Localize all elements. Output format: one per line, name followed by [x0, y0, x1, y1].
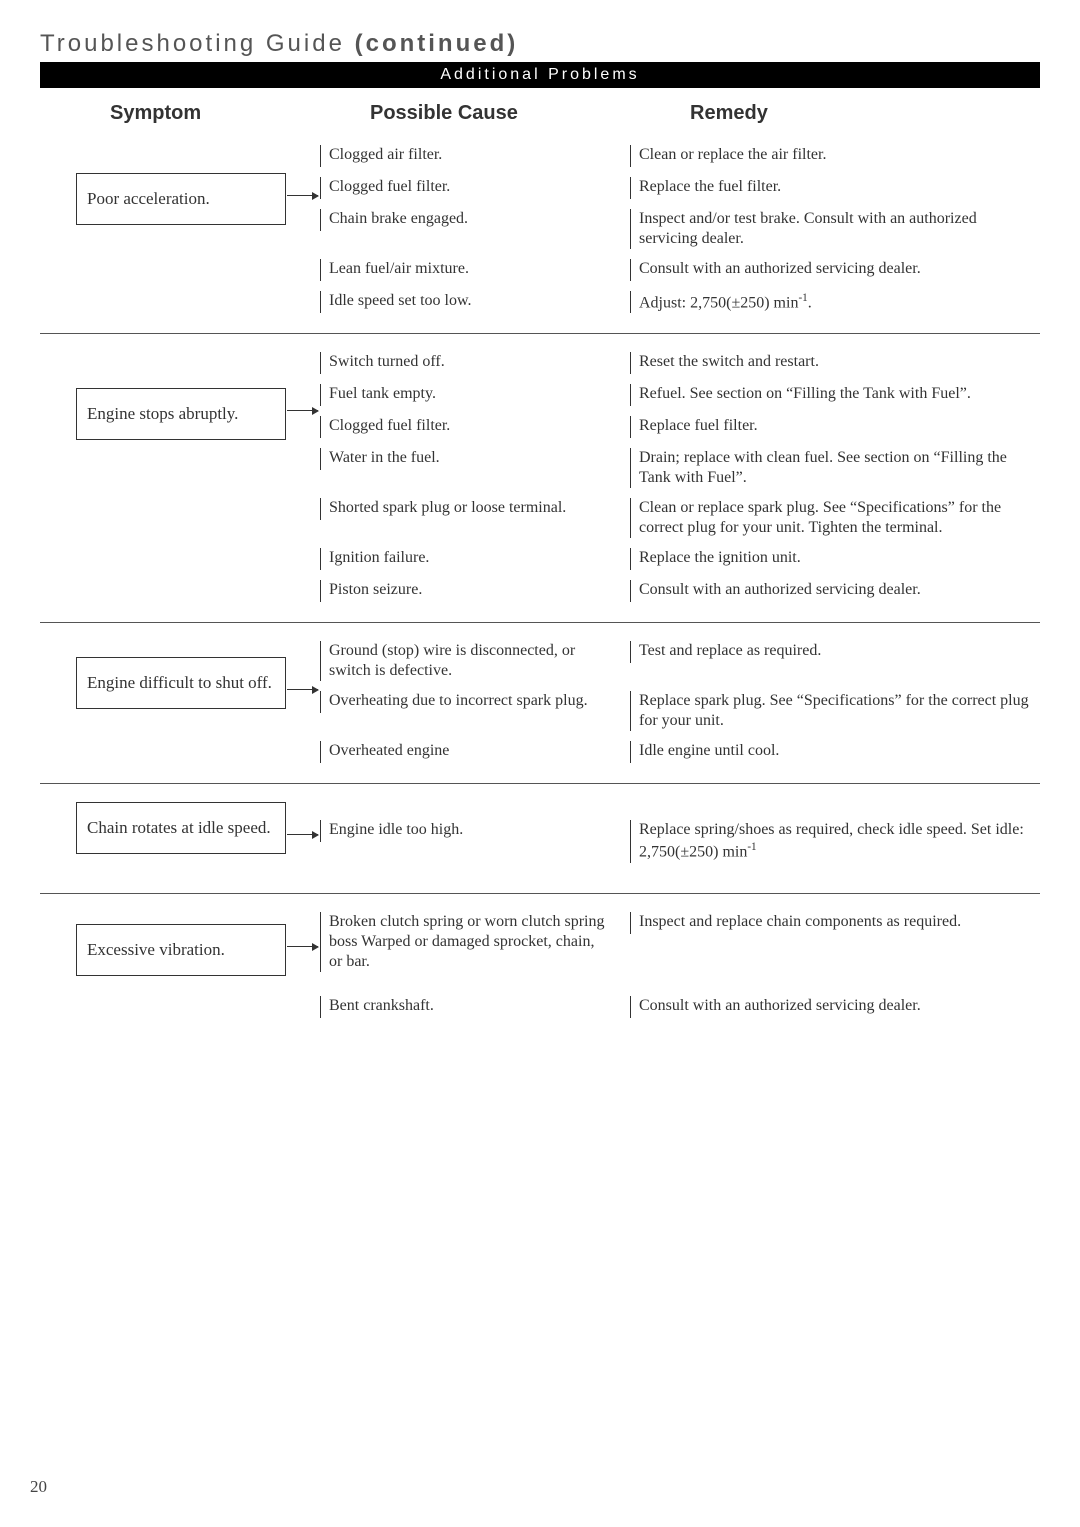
header-remedy: Remedy: [640, 102, 1040, 125]
rows-container: Broken clutch spring or worn clutch spri…: [320, 912, 1040, 1018]
possible-cause: Switch turned off.: [320, 352, 630, 374]
remedy: Inspect and/or test brake. Consult with …: [630, 209, 1040, 249]
cause-remedy-row: Piston seizure.Consult with an authorize…: [320, 580, 1040, 602]
symptom-box: Engine difficult to shut off.: [76, 657, 286, 709]
cause-remedy-row: Ignition failure.Replace the ignition un…: [320, 548, 1040, 570]
possible-cause: Clogged fuel filter.: [320, 177, 630, 199]
arrow-icon: [287, 195, 318, 196]
possible-cause: Engine idle too high.: [320, 820, 630, 842]
cause-remedy-row: Clogged fuel filter.Replace the fuel fil…: [320, 177, 1040, 199]
column-headers: Symptom Possible Cause Remedy: [40, 102, 1040, 125]
arrow-icon: [287, 689, 318, 690]
cause-remedy-row: Chain brake engaged.Inspect and/or test …: [320, 209, 1040, 249]
cause-remedy-row: Switch turned off.Reset the switch and r…: [320, 352, 1040, 374]
remedy: Replace spring/shoes as required, check …: [630, 820, 1040, 862]
header-cause: Possible Cause: [320, 102, 640, 125]
symptom-box: Excessive vibration.: [76, 924, 286, 976]
remedy: Consult with an authorized servicing dea…: [630, 996, 1040, 1018]
arrow-icon: [287, 410, 318, 411]
possible-cause: Idle speed set too low.: [320, 291, 630, 313]
remedy: Idle engine until cool.: [630, 741, 1040, 763]
cause-remedy-row: Fuel tank empty.Refuel. See section on “…: [320, 384, 1040, 406]
possible-cause: Clogged fuel filter.: [320, 416, 630, 438]
possible-cause: Lean fuel/air mixture.: [320, 259, 630, 281]
troubleshooting-section: Engine difficult to shut off. Ground (sto…: [40, 641, 1040, 784]
remedy: Replace the fuel filter.: [630, 177, 1040, 199]
page-container: Troubleshooting Guide (continued) Additi…: [0, 0, 1080, 1038]
symptom-box: Poor acceleration.: [76, 173, 286, 225]
troubleshooting-section: Excessive vibration. Broken clutch spring…: [40, 912, 1040, 1038]
arrow-icon: [287, 834, 318, 835]
remedy: Refuel. See section on “Filling the Tank…: [630, 384, 1040, 406]
rows-container: Ground (stop) wire is disconnected, or s…: [320, 641, 1040, 763]
remedy: Replace the ignition unit.: [630, 548, 1040, 570]
cause-remedy-row: Overheated engineIdle engine until cool.: [320, 741, 1040, 763]
sections-container: Poor acceleration.Clogged air filter.Cle…: [40, 145, 1040, 1038]
possible-cause: Bent crankshaft.: [320, 996, 630, 1018]
troubleshooting-section: Poor acceleration. Clogged air filter.Cle…: [40, 145, 1040, 334]
cause-remedy-row: Lean fuel/air mixture.Consult with an au…: [320, 259, 1040, 281]
cause-remedy-row: Idle speed set too low.Adjust: 2,750(±25…: [320, 291, 1040, 313]
section-header-bar: Additional Problems: [40, 62, 1040, 88]
possible-cause: Clogged air filter.: [320, 145, 630, 167]
cause-remedy-row: Water in the fuel.Drain; replace with cl…: [320, 448, 1040, 488]
cause-remedy-row: Ground (stop) wire is disconnected, or s…: [320, 641, 1040, 681]
troubleshooting-section: Engine stops abruptly. Switch turned off.…: [40, 352, 1040, 623]
cause-remedy-row: Overheating due to incorrect spark plug.…: [320, 691, 1040, 731]
header-symptom: Symptom: [40, 102, 320, 125]
remedy: Drain; replace with clean fuel. See sect…: [630, 448, 1040, 488]
cause-remedy-row: Shorted spark plug or loose terminal.Cle…: [320, 498, 1040, 538]
cause-remedy-row: Bent crankshaft.Consult with an authoriz…: [320, 982, 1040, 1018]
rows-container: Engine idle too high.Replace spring/shoe…: [320, 802, 1040, 862]
title-prefix: Troubleshooting Guide: [40, 30, 355, 57]
remedy: Consult with an authorized servicing dea…: [630, 580, 1040, 602]
possible-cause: Ground (stop) wire is disconnected, or s…: [320, 641, 630, 681]
possible-cause: Piston seizure.: [320, 580, 630, 602]
symptom-box: Engine stops abruptly.: [76, 388, 286, 440]
remedy: Consult with an authorized servicing dea…: [630, 259, 1040, 281]
cause-remedy-row: Clogged air filter.Clean or replace the …: [320, 145, 1040, 167]
remedy: Inspect and replace chain components as …: [630, 912, 1040, 934]
cause-remedy-row: Clogged fuel filter.Replace fuel filter.: [320, 416, 1040, 438]
title-suffix: (continued): [355, 30, 519, 57]
possible-cause: Chain brake engaged.: [320, 209, 630, 231]
possible-cause: Fuel tank empty.: [320, 384, 630, 406]
symptom-box: Chain rotates at idle speed.: [76, 802, 286, 854]
remedy: Adjust: 2,750(±250) min-1.: [630, 291, 1040, 313]
remedy: Clean or replace the air filter.: [630, 145, 1040, 167]
possible-cause: Overheated engine: [320, 741, 630, 763]
remedy: Reset the switch and restart.: [630, 352, 1040, 374]
page-title: Troubleshooting Guide (continued): [40, 30, 1040, 58]
remedy: Test and replace as required.: [630, 641, 1040, 663]
possible-cause: Ignition failure.: [320, 548, 630, 570]
page-number: 20: [30, 1477, 47, 1497]
possible-cause: Broken clutch spring or worn clutch spri…: [320, 912, 630, 972]
remedy: Clean or replace spark plug. See “Specif…: [630, 498, 1040, 538]
cause-remedy-row: Broken clutch spring or worn clutch spri…: [320, 912, 1040, 972]
rows-container: Clogged air filter.Clean or replace the …: [320, 145, 1040, 313]
cause-remedy-row: Engine idle too high.Replace spring/shoe…: [320, 802, 1040, 862]
arrow-icon: [287, 946, 318, 947]
possible-cause: Shorted spark plug or loose terminal.: [320, 498, 630, 520]
remedy: Replace spark plug. See “Specifications”…: [630, 691, 1040, 731]
possible-cause: Water in the fuel.: [320, 448, 630, 470]
troubleshooting-section: Chain rotates at idle speed. Engine idle …: [40, 802, 1040, 893]
possible-cause: Overheating due to incorrect spark plug.: [320, 691, 630, 713]
rows-container: Switch turned off.Reset the switch and r…: [320, 352, 1040, 602]
remedy: Replace fuel filter.: [630, 416, 1040, 438]
